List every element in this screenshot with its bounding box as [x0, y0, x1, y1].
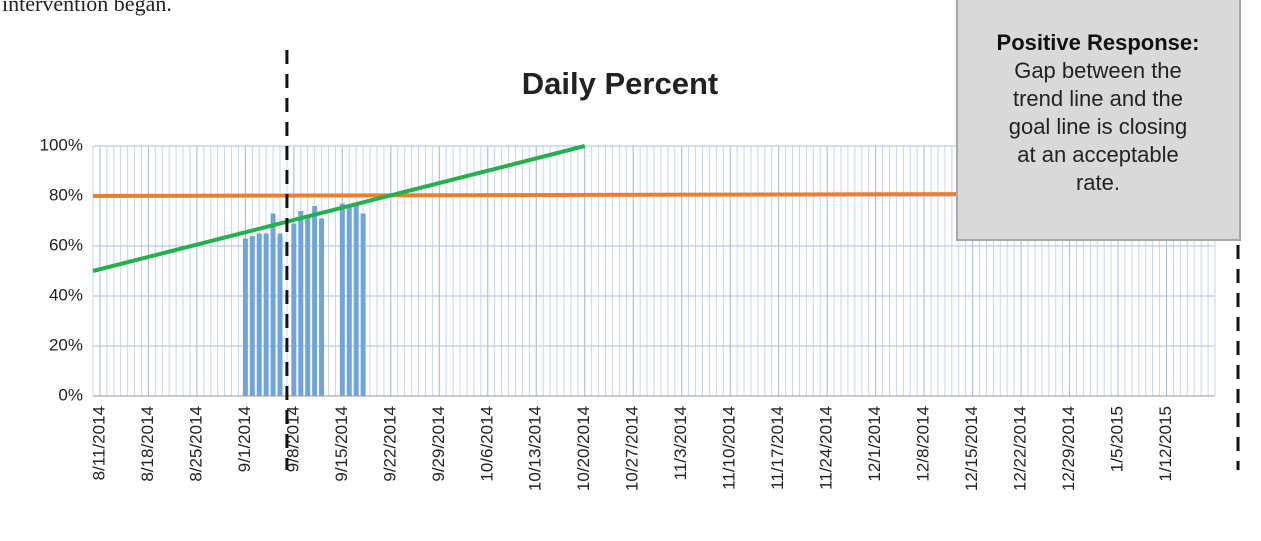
bar [277, 233, 283, 396]
y-tick-label: 80% [49, 185, 83, 204]
y-tick-label: 20% [49, 335, 83, 354]
callout-heading: Positive Response: [997, 30, 1200, 55]
x-tick-label: 12/1/2014 [865, 406, 884, 482]
callout-box [956, 0, 1241, 241]
x-tick-label: 9/22/2014 [380, 406, 399, 482]
x-tick-label: 11/10/2014 [720, 406, 739, 490]
x-tick-label: 11/17/2014 [768, 406, 787, 490]
y-tick-label: 40% [49, 285, 83, 304]
x-tick-label: 8/25/2014 [186, 406, 205, 482]
x-tick-label: 1/5/2015 [1108, 406, 1127, 472]
bar [360, 213, 366, 396]
x-tick-label: 10/6/2014 [477, 406, 496, 482]
bar [263, 233, 269, 396]
caption: intervention began. [2, 0, 172, 16]
x-tick-label: 11/24/2014 [817, 406, 836, 490]
y-tick-label: 100% [40, 135, 83, 154]
bar [346, 206, 352, 396]
callout-text: rate. [1076, 170, 1120, 195]
x-tick-label: 12/8/2014 [914, 406, 933, 482]
x-tick-label: 1/12/2015 [1156, 406, 1175, 482]
bar [270, 213, 276, 396]
bar [312, 206, 318, 396]
x-tick-label: 9/1/2014 [235, 406, 254, 472]
bar [242, 238, 248, 396]
bar [353, 203, 359, 396]
x-tick-label: 10/20/2014 [574, 406, 593, 491]
callout-text: at an acceptable [1017, 142, 1178, 167]
bar [305, 216, 311, 396]
x-tick-label: 12/15/2014 [962, 406, 981, 491]
bar [291, 223, 297, 396]
x-tick-label: 11/3/2014 [671, 406, 690, 480]
y-tick-label: 0% [58, 385, 83, 404]
callout-text: trend line and the [1013, 86, 1183, 111]
x-tick-label: 12/22/2014 [1011, 406, 1030, 491]
bar [339, 203, 345, 396]
bar [249, 236, 255, 396]
bar [256, 233, 262, 396]
chart-title: Daily Percent [522, 66, 718, 101]
y-tick-label: 60% [49, 235, 83, 254]
bar [298, 211, 304, 396]
bar [319, 218, 325, 396]
x-tick-label: 9/15/2014 [332, 406, 351, 482]
x-tick-label: 10/27/2014 [623, 406, 642, 491]
x-tick-label: 12/29/2014 [1059, 406, 1078, 491]
callout-text: Gap between the [1014, 58, 1182, 83]
callout-text: goal line is closing [1009, 114, 1188, 139]
x-tick-label: 8/18/2014 [138, 406, 157, 482]
trend-line [92, 144, 586, 273]
x-tick-label: 8/11/2014 [89, 406, 108, 480]
x-tick-label: 10/13/2014 [526, 406, 545, 491]
x-tick-label: 9/29/2014 [429, 406, 448, 482]
callout: Positive Response: Gap between the trend … [956, 0, 1241, 241]
